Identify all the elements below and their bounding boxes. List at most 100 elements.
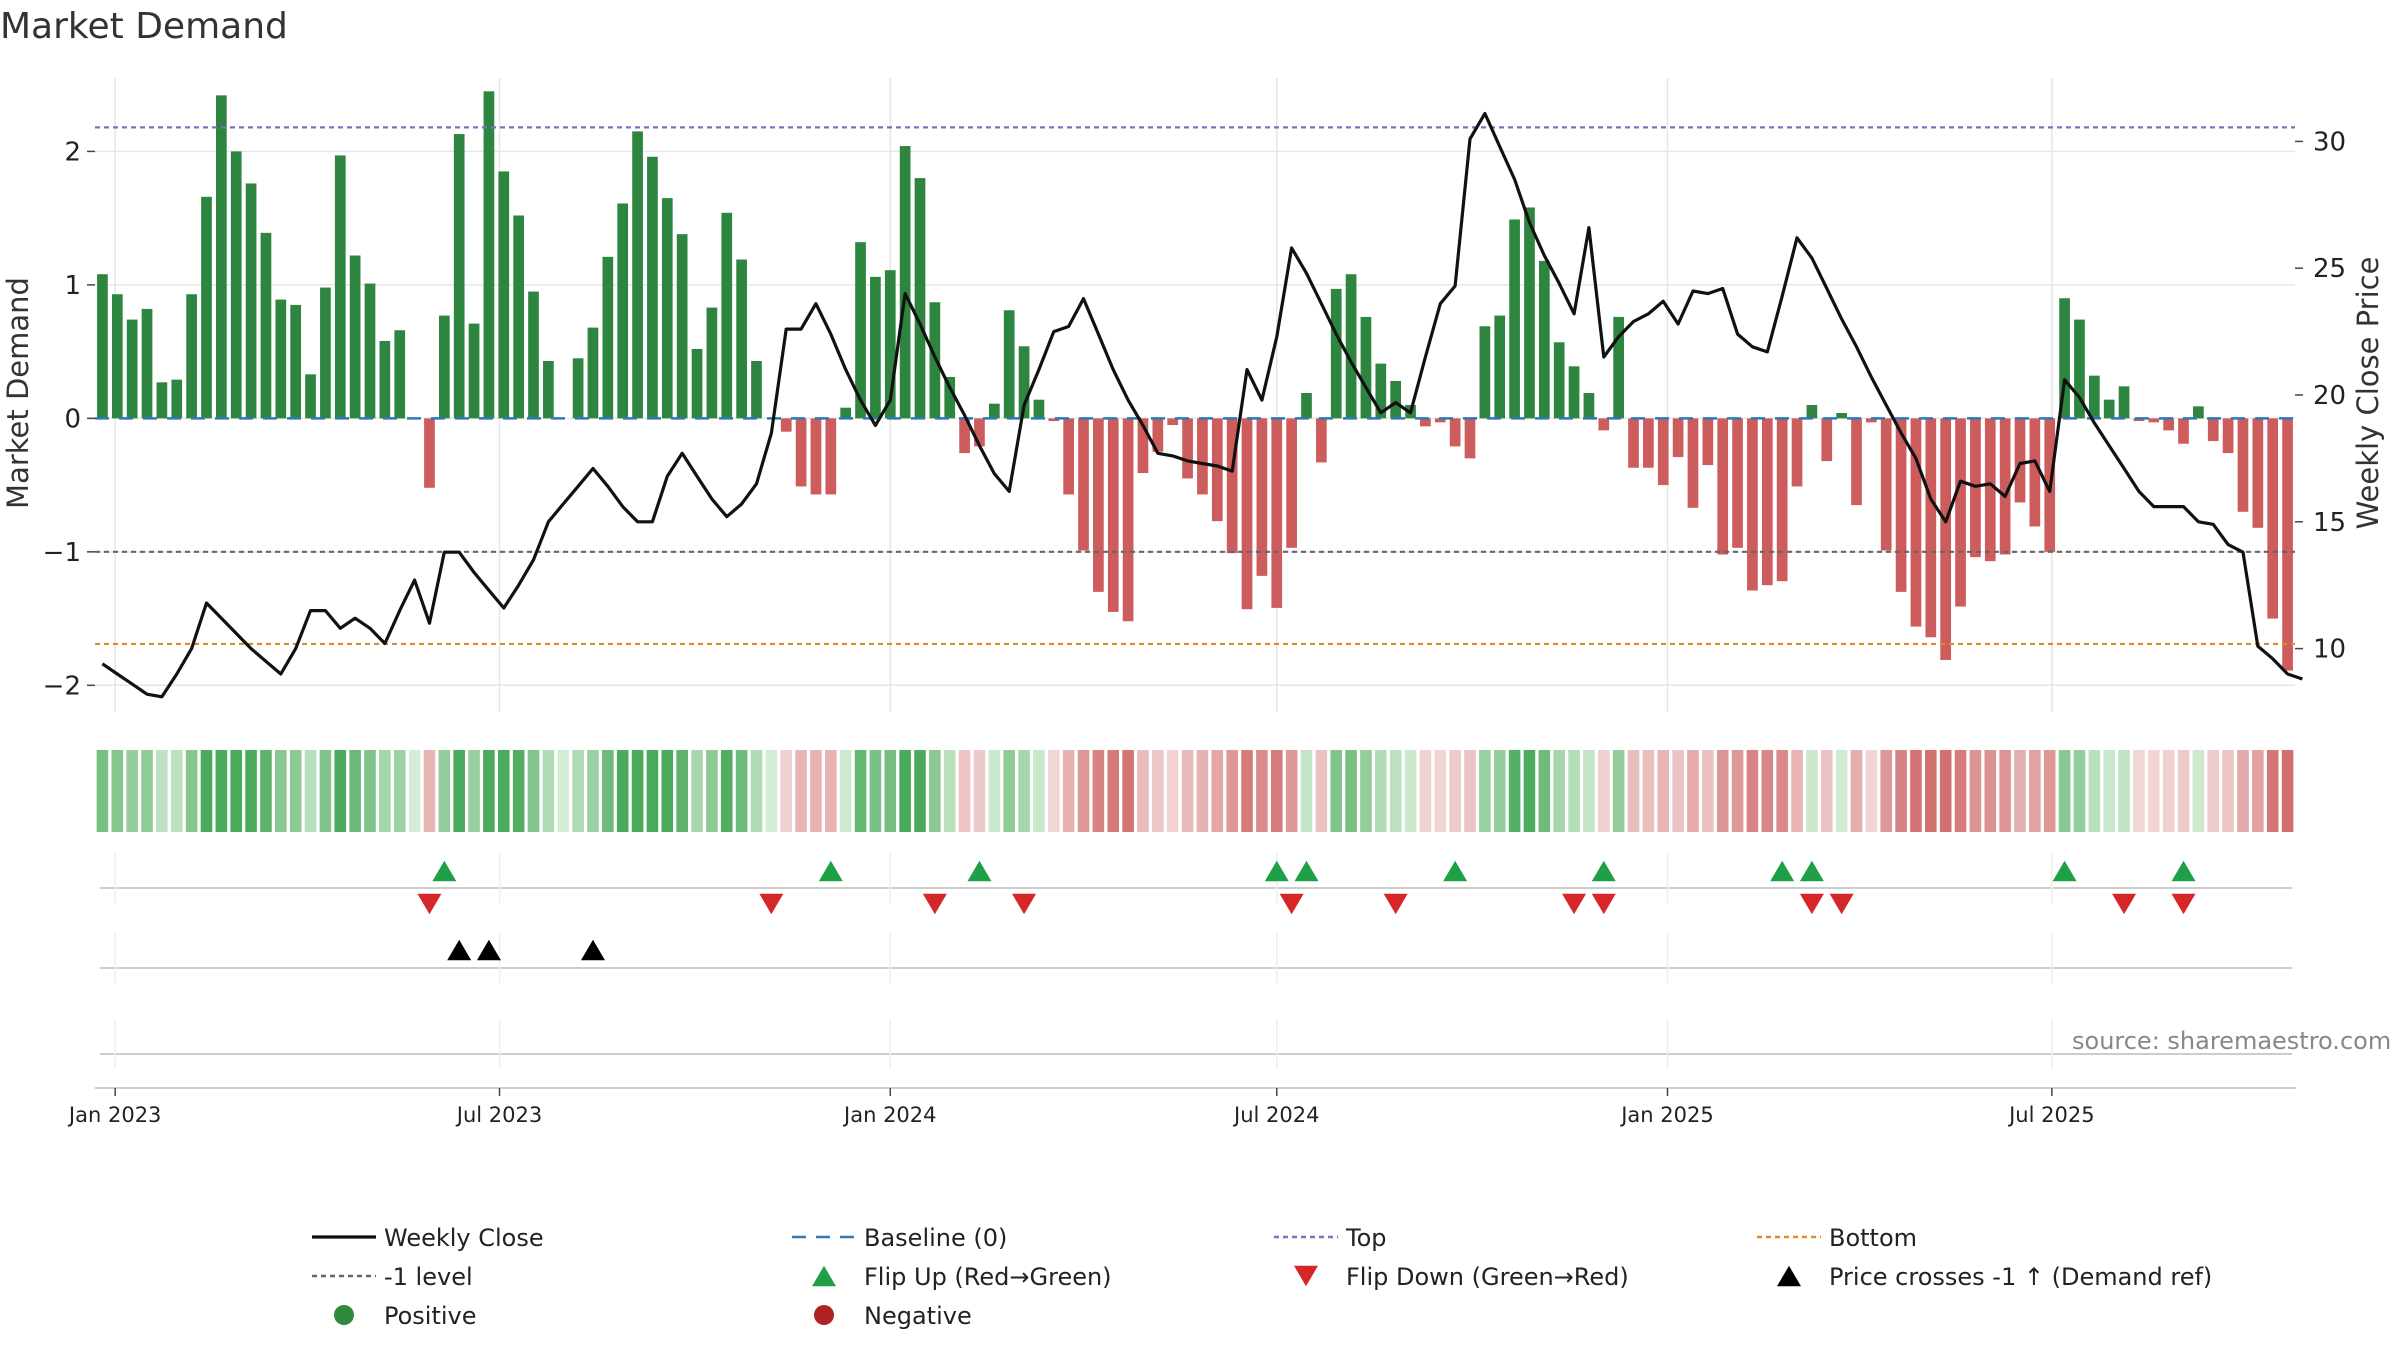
x-tick-label: Jul 2025 (2007, 1103, 2094, 1127)
demand-bar (795, 418, 807, 487)
demand-bar (2207, 418, 2219, 442)
demand-bar (216, 95, 227, 419)
demand-bar (2178, 418, 2189, 444)
demand-bar (1940, 418, 1952, 660)
y2-tick-label: 25 (2313, 254, 2346, 284)
heat-cell (1806, 750, 1818, 832)
legend-item: Weekly Close (312, 1224, 544, 1252)
demand-bar (959, 418, 970, 454)
demand-bar (320, 287, 331, 419)
price-cross-marker (447, 939, 472, 961)
heat-cell (973, 750, 986, 832)
heat-cell (1404, 750, 1417, 832)
demand-bar (1925, 418, 1937, 638)
heat-cell (839, 750, 852, 832)
heat-cell (869, 750, 882, 832)
demand-bar (394, 330, 406, 419)
heat-cell (899, 750, 911, 832)
heat-cell (631, 750, 644, 832)
heat-cell (988, 750, 1001, 832)
demand-bar (914, 178, 926, 419)
demand-bar (2103, 399, 2115, 419)
heat-cell (1880, 750, 1893, 832)
heat-cell (275, 750, 287, 832)
legend-swatch-triangle-down (1294, 1265, 1318, 1287)
demand-bar (825, 418, 837, 495)
heat-cell (1166, 750, 1179, 832)
heat-cell (1479, 750, 1491, 832)
demand-bar (171, 379, 183, 419)
flip-down-marker (1012, 893, 1037, 915)
demand-bar (1538, 260, 1550, 419)
demand-bar (1984, 418, 1996, 562)
demand-bar (334, 155, 346, 419)
gridlines (95, 78, 2295, 712)
demand-bar (1509, 219, 1520, 419)
demand-bar (275, 299, 287, 419)
heat-cell (1196, 750, 1209, 832)
heat-cell (1122, 750, 1134, 832)
demand-bar (528, 291, 539, 419)
heat-cell (2147, 750, 2160, 832)
heat-cell (1300, 750, 1313, 832)
heat-cell (765, 750, 778, 832)
y2-tick-label: 10 (2313, 635, 2346, 665)
demand-bar (1093, 418, 1104, 592)
y-axis: 2 1 0 −1 −2 (43, 137, 95, 701)
demand-bar (1524, 207, 1535, 419)
demand-bar (1821, 418, 1833, 462)
heat-cell (810, 750, 822, 832)
demand-bar (349, 255, 361, 419)
demand-bar (1717, 418, 1729, 555)
heat-cell (1597, 750, 1610, 832)
demand-bar (1107, 418, 1119, 612)
demand-bar (1866, 418, 1877, 423)
heat-cell (1910, 750, 1922, 832)
demand-bar (290, 304, 302, 419)
demand-bar (572, 358, 584, 419)
heat-cell (319, 750, 332, 832)
flip-down-marker (1591, 893, 1616, 915)
heat-cell (1865, 750, 1878, 832)
demand-bar (2282, 418, 2293, 671)
demand-bar (1330, 288, 1342, 419)
flip-down-marker (2112, 893, 2137, 915)
heat-cell (1746, 750, 1759, 832)
legend-label: -1 level (384, 1263, 473, 1291)
heat-cell (1791, 750, 1803, 832)
flip-up-marker (432, 860, 457, 882)
heat-cell (1092, 750, 1105, 832)
heat-cell (2088, 750, 2101, 832)
demand-bar (468, 323, 480, 419)
heat-cell (349, 750, 361, 832)
source-annotation: source: sharemaestro.com (2072, 1027, 2391, 1055)
heat-cell (2118, 750, 2130, 832)
heat-cell (1152, 750, 1164, 832)
heat-cell (884, 750, 897, 832)
heat-cell (2162, 750, 2175, 832)
demand-bar (2118, 386, 2130, 419)
demand-bar (1776, 418, 1788, 582)
demand-bar (1152, 418, 1164, 452)
heat-cell (1999, 750, 2011, 832)
heat-cell (1835, 750, 1848, 832)
demand-bar (706, 307, 718, 419)
heat-cell (1345, 750, 1357, 832)
demand-bar (186, 294, 197, 419)
demand-bar (899, 146, 911, 419)
legend-label: Bottom (1829, 1224, 1917, 1252)
heat-cell (2222, 750, 2234, 832)
heat-cell (1939, 750, 1952, 832)
demand-bar (1167, 418, 1179, 426)
heat-cell (1270, 750, 1283, 832)
demand-bar (156, 382, 168, 419)
legend-item: -1 level (312, 1263, 473, 1291)
heat-cell (230, 750, 243, 832)
y2-tick-label: 20 (2313, 381, 2346, 411)
heat-cell (453, 750, 465, 832)
y2-axis: 30 25 20 15 10 (2295, 127, 2346, 665)
x-tick-label: Jul 2023 (455, 1103, 542, 1127)
demand-bar (1345, 274, 1357, 419)
heat-cell (1434, 750, 1447, 832)
price-cross-marker (580, 939, 605, 961)
